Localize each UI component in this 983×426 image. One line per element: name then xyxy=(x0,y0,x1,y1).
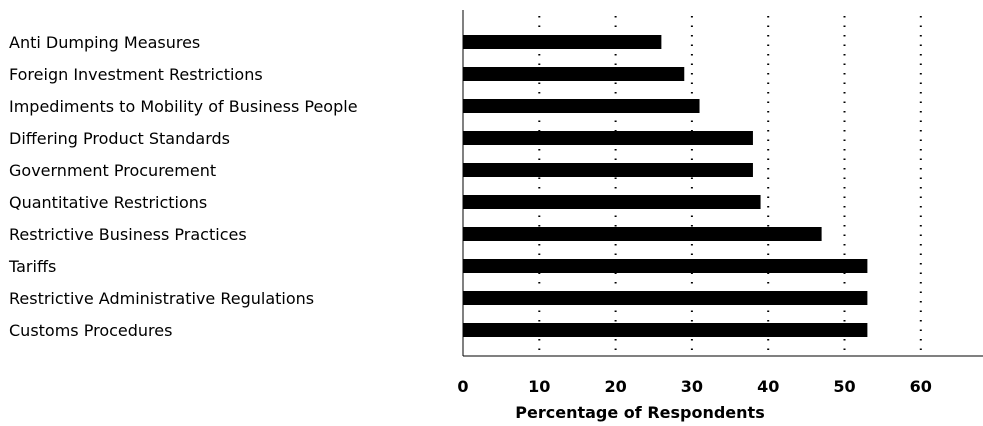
category-labels: Anti Dumping Measures Foreign Investment … xyxy=(8,33,358,340)
x-tick-label-60: 60 xyxy=(910,377,932,396)
category-label-7: Tariffs xyxy=(8,257,56,276)
category-label-6: Restrictive Business Practices xyxy=(9,225,247,244)
category-label-3: Differing Product Standards xyxy=(9,129,230,148)
category-label-2: Impediments to Mobility of Business Peop… xyxy=(9,97,358,116)
category-label-0: Anti Dumping Measures xyxy=(9,33,200,52)
x-tick-label-0: 0 xyxy=(457,377,468,396)
tick-labels: 0 10 20 30 40 50 60 xyxy=(457,377,932,396)
x-axis-title: Percentage of Respondents xyxy=(515,403,764,422)
category-label-5: Quantitative Restrictions xyxy=(9,193,207,212)
category-label-9: Customs Procedures xyxy=(9,321,172,340)
category-label-1: Foreign Investment Restrictions xyxy=(9,65,263,84)
x-tick-label-50: 50 xyxy=(833,377,855,396)
bar-3 xyxy=(463,131,753,145)
bar-7 xyxy=(463,259,868,273)
bar-4 xyxy=(463,163,753,177)
bar-8 xyxy=(463,291,868,305)
bar-9 xyxy=(463,323,868,337)
category-label-4: Government Procurement xyxy=(9,161,216,180)
category-label-8: Restrictive Administrative Regulations xyxy=(9,289,314,308)
bar-6 xyxy=(463,227,822,241)
axes xyxy=(462,10,983,357)
x-tick-label-20: 20 xyxy=(604,377,626,396)
bar-2 xyxy=(463,99,700,113)
bar-5 xyxy=(463,195,761,209)
bars xyxy=(463,35,868,337)
x-tick-label-40: 40 xyxy=(757,377,779,396)
x-tick-label-10: 10 xyxy=(528,377,550,396)
x-tick-label-30: 30 xyxy=(681,377,703,396)
bar-1 xyxy=(463,67,685,81)
bar-0 xyxy=(463,35,662,49)
